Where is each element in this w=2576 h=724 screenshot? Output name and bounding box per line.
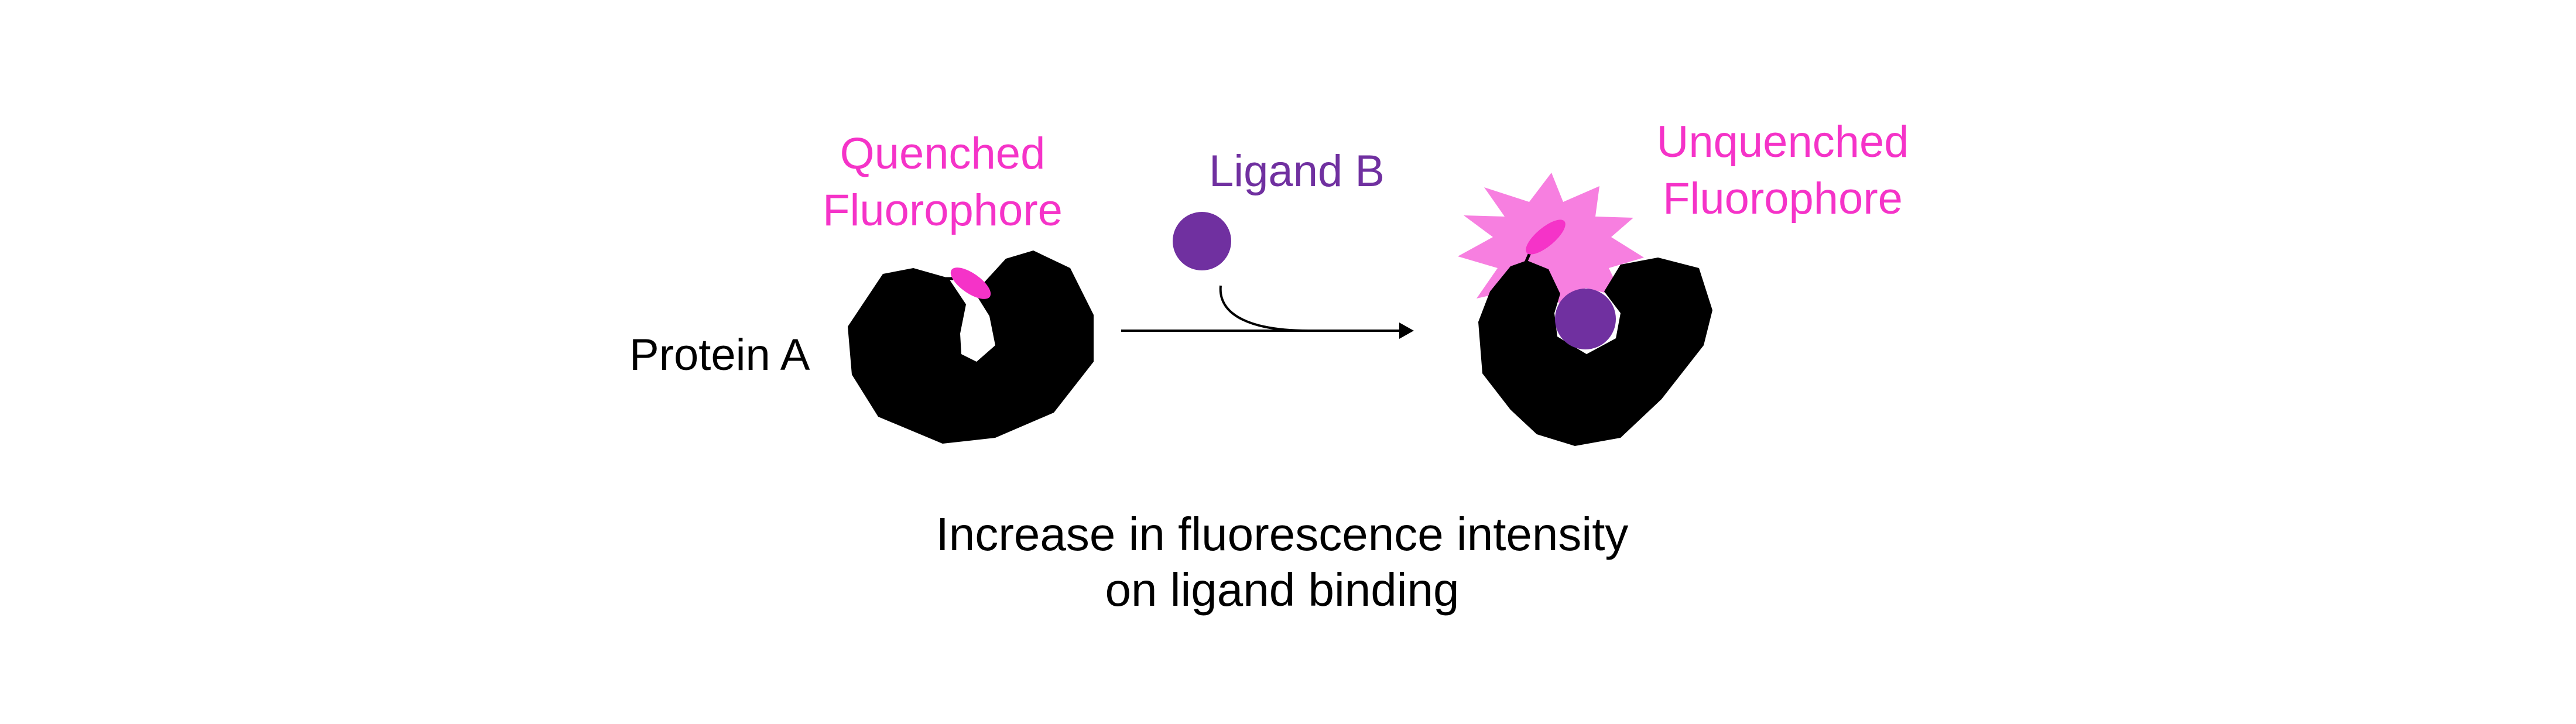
- quenched-label-line1: Quenched: [840, 129, 1046, 179]
- quenched-label-line2: Fluorophore: [823, 186, 1063, 235]
- protein-a-unbound: [848, 251, 1094, 444]
- ligand-b-icon: [1173, 212, 1231, 270]
- unquenched-label-line2: Fluorophore: [1663, 174, 1903, 224]
- protein-a-bound-shape: [1478, 258, 1712, 446]
- protein-a-bound: [1458, 173, 1712, 446]
- protein-a-shape: [848, 251, 1094, 444]
- arrow-head-icon: [1399, 322, 1414, 339]
- bound-ligand-b-icon: [1555, 289, 1616, 349]
- protein-a-label: Protein A: [629, 330, 810, 380]
- reaction-arrow: [1121, 285, 1414, 339]
- caption-line2: on ligand binding: [1105, 564, 1460, 616]
- caption-line1: Increase in fluorescence intensity: [936, 508, 1629, 560]
- unquenched-label-line1: Unquenched: [1656, 117, 1909, 167]
- quenched-fluorophore-icon: [950, 267, 991, 299]
- ligand-b-label: Ligand B: [1209, 146, 1385, 196]
- ligand-approach-curve: [1219, 285, 1309, 332]
- unquenched-fluorophore-icon: [1526, 219, 1566, 255]
